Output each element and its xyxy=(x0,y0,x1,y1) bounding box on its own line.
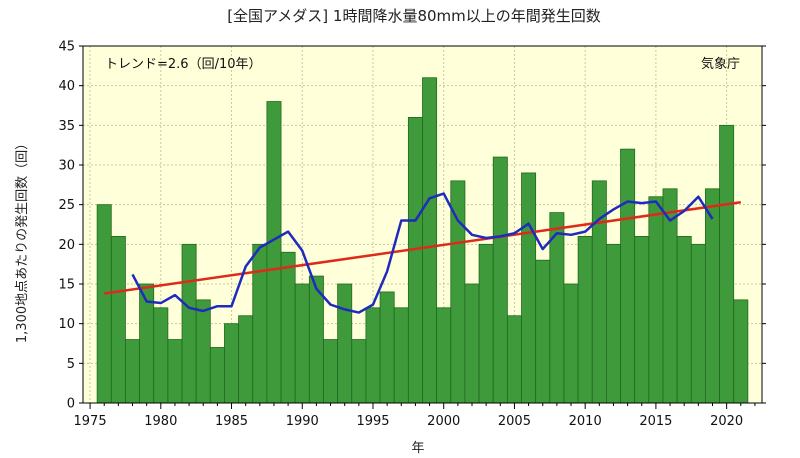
bar xyxy=(733,299,749,404)
bar xyxy=(705,188,720,404)
x-axis-ticks: 1975 1980 1985 1990 1995 2000 2005 2010 2015 2020 xyxy=(74,403,756,429)
y-tick-label: 30 xyxy=(58,159,75,174)
bar xyxy=(238,315,254,404)
bar xyxy=(436,307,452,404)
bar xyxy=(521,172,537,404)
bar xyxy=(634,235,650,404)
y-tick-label: 10 xyxy=(58,317,75,332)
bar xyxy=(379,291,395,404)
bar xyxy=(648,196,664,404)
bar xyxy=(535,259,551,404)
bar xyxy=(605,243,621,404)
bar xyxy=(620,148,636,404)
x-tick-label: 1995 xyxy=(356,414,389,429)
moving-average-line xyxy=(131,192,714,314)
bar xyxy=(549,212,565,404)
bar xyxy=(365,307,381,404)
y-tick-label: 0 xyxy=(67,397,75,412)
bar xyxy=(252,243,268,404)
y-tick-label: 20 xyxy=(58,238,75,253)
bar xyxy=(195,299,211,404)
bar xyxy=(393,307,409,404)
trend-annotation: トレンド=2.6（回/10年） xyxy=(105,57,262,72)
y-axis-label: 1,300地点あたりの発生回数（回） xyxy=(15,137,30,343)
bar xyxy=(351,339,367,404)
bar xyxy=(577,235,593,404)
x-tick-label: 2020 xyxy=(710,414,743,429)
x-tick-label: 2005 xyxy=(498,414,531,429)
bar xyxy=(294,283,310,404)
x-tick-label: 1975 xyxy=(74,414,107,429)
bar xyxy=(125,339,140,404)
bar xyxy=(323,339,339,404)
y-tick-label: 25 xyxy=(58,198,75,213)
y-tick-label: 5 xyxy=(67,357,75,372)
bar xyxy=(422,77,438,404)
bar xyxy=(110,235,126,404)
chart-title: [全国アメダス] 1時間降水量80mm以上の年間発生回数 xyxy=(227,7,601,25)
bar xyxy=(337,283,353,404)
x-tick-label: 1990 xyxy=(286,414,319,429)
bar xyxy=(719,124,735,404)
bar xyxy=(96,204,112,404)
trend-line xyxy=(104,201,741,295)
y-axis-ticks: 0 5 10 15 20 25 30 35 40 45 xyxy=(58,40,766,412)
bar xyxy=(676,235,692,404)
bar xyxy=(506,315,522,404)
bar xyxy=(563,283,579,404)
x-axis-label: 年 xyxy=(411,441,424,456)
y-tick-label: 40 xyxy=(58,79,75,94)
x-tick-label: 1985 xyxy=(215,414,248,429)
x-tick-label: 2015 xyxy=(639,414,672,429)
bar xyxy=(492,156,508,404)
bar-series xyxy=(96,77,749,404)
bar xyxy=(690,243,706,404)
bar xyxy=(266,101,282,404)
bar xyxy=(167,339,183,404)
bar xyxy=(153,307,169,404)
x-tick-label: 2010 xyxy=(569,414,602,429)
bar xyxy=(407,117,423,404)
y-tick-label: 45 xyxy=(58,40,75,55)
source-label: 気象庁 xyxy=(701,56,740,72)
x-tick-label: 1980 xyxy=(144,414,177,429)
bar xyxy=(464,283,480,404)
plot-area xyxy=(82,45,763,404)
bar xyxy=(450,180,466,404)
bar xyxy=(209,347,225,404)
bar xyxy=(280,251,296,404)
y-tick-label: 15 xyxy=(58,278,75,293)
y-tick-label: 35 xyxy=(58,119,75,134)
plot-frame xyxy=(82,45,763,404)
bar xyxy=(224,323,240,404)
bar xyxy=(478,243,494,404)
x-tick-label: 2000 xyxy=(427,414,460,429)
bar xyxy=(181,243,197,404)
